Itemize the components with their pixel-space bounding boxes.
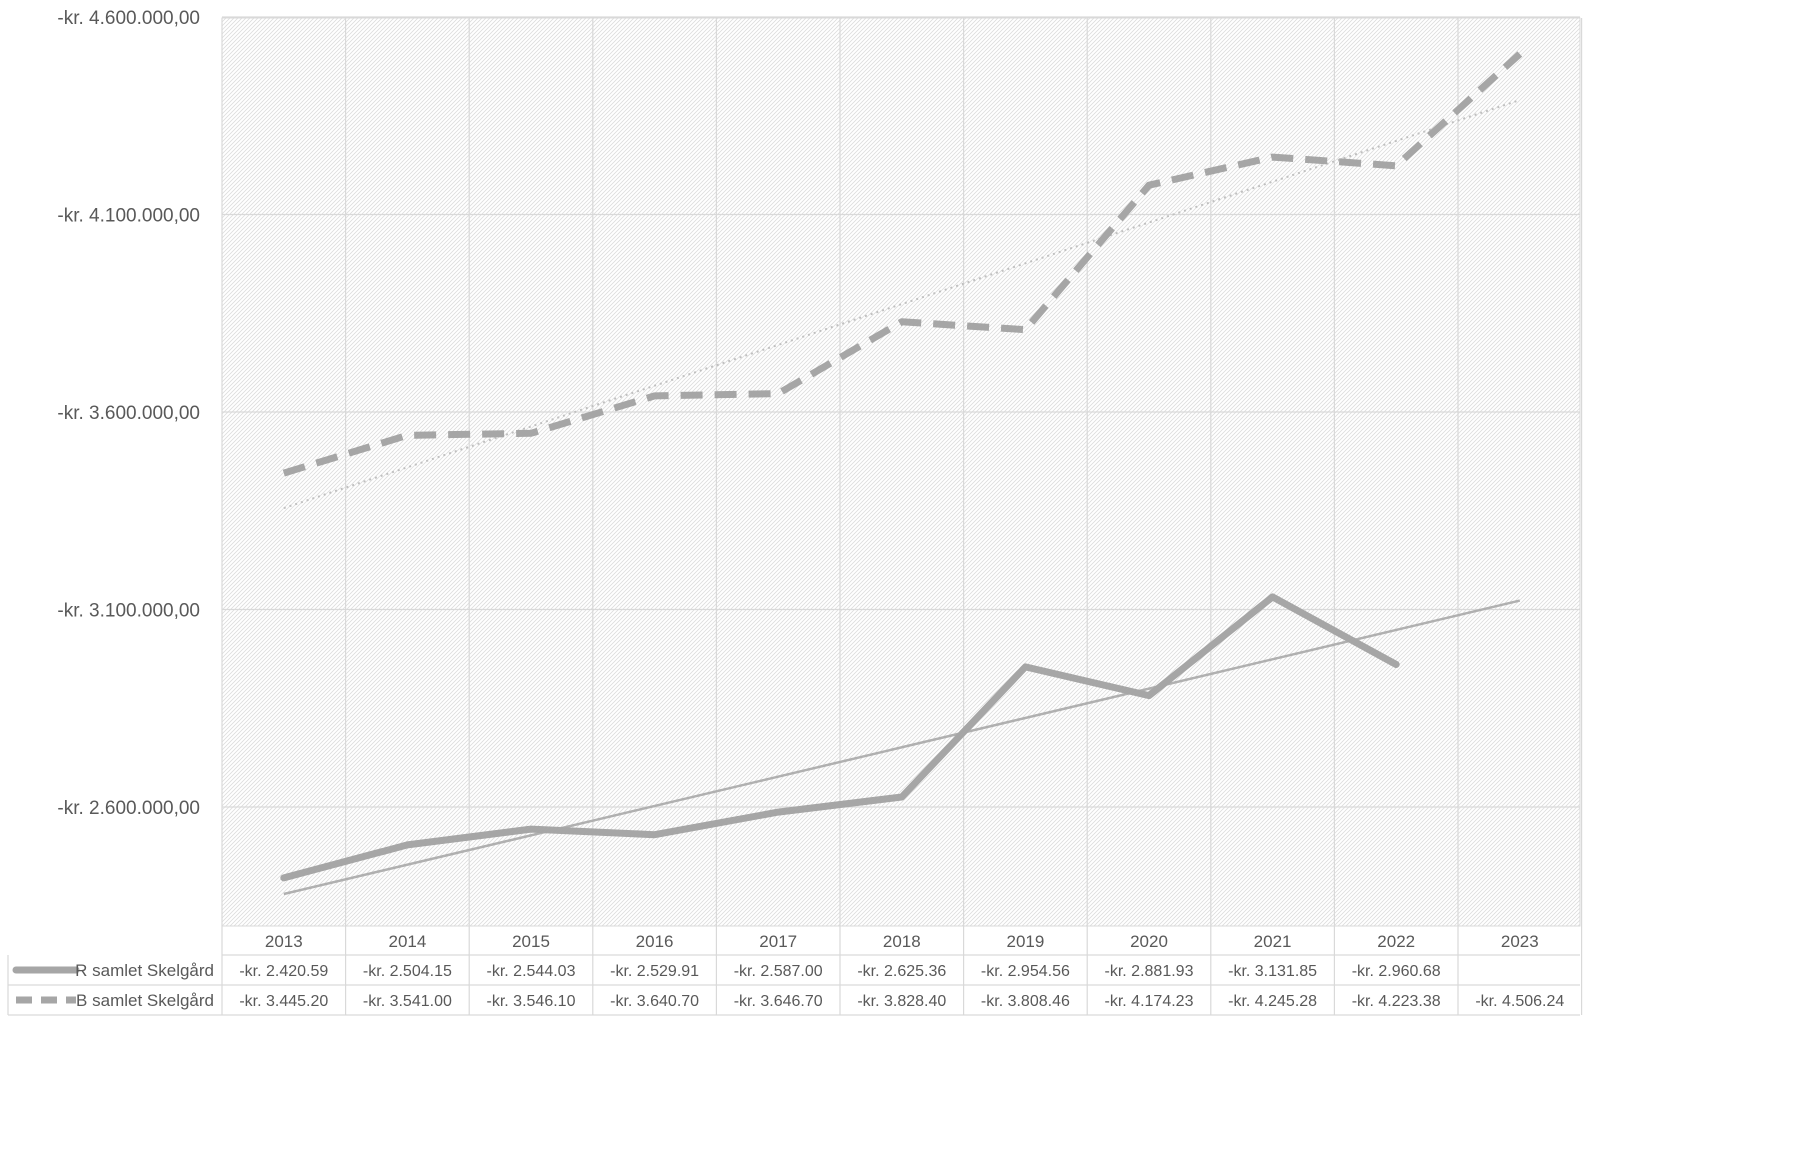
- table-cell-r: -kr. 2.544.03: [487, 963, 576, 980]
- table-cell-b: -kr. 4.223.38: [1352, 993, 1441, 1010]
- table-cell-b: -kr. 3.445.20: [239, 993, 328, 1010]
- x-category-label: 2015: [512, 932, 550, 951]
- table-cell-b: -kr. 3.808.46: [981, 993, 1070, 1010]
- table-cell-r: -kr. 2.960.68: [1352, 963, 1441, 980]
- table-cell-r: -kr. 2.587.00: [734, 963, 823, 980]
- table-cell-b: -kr. 4.174.23: [1105, 993, 1194, 1010]
- table-cell-b: -kr. 4.245.28: [1228, 993, 1317, 1010]
- x-category-label: 2018: [883, 932, 921, 951]
- table-cell-r: -kr. 2.504.15: [363, 963, 452, 980]
- y-tick-label: -kr. 2.600.000,00: [57, 798, 200, 819]
- x-category-label: 2014: [388, 932, 426, 951]
- x-category-label: 2020: [1130, 932, 1168, 951]
- y-tick-label: -kr. 3.600.000,00: [57, 403, 200, 424]
- table-cell-b: -kr. 3.828.40: [857, 993, 946, 1010]
- legend-label-b: B samlet Skelgård: [76, 991, 214, 1010]
- table-cell-b: -kr. 4.506.24: [1475, 993, 1564, 1010]
- y-tick-label: -kr. 3.100.000,00: [57, 601, 200, 622]
- table-cell-r: -kr. 2.529.91: [610, 963, 699, 980]
- y-tick-label: -kr. 4.100.000,00: [57, 206, 200, 227]
- x-category-label: 2023: [1501, 932, 1539, 951]
- x-category-label: 2013: [265, 932, 303, 951]
- table-cell-r: -kr. 2.625.36: [857, 963, 946, 980]
- y-tick-label: -kr. 4.600.000,00: [57, 8, 200, 29]
- table-cell-r: -kr. 2.881.93: [1105, 963, 1194, 980]
- x-category-label: 2022: [1377, 932, 1415, 951]
- x-category-label: 2019: [1006, 932, 1044, 951]
- plot-area: [222, 18, 1580, 926]
- legend-label-r: R samlet Skelgård: [75, 961, 214, 980]
- table-cell-r: -kr. 3.131.85: [1228, 963, 1317, 980]
- x-category-label: 2017: [759, 932, 797, 951]
- table-cell-b: -kr. 3.640.70: [610, 993, 699, 1010]
- table-cell-r: -kr. 2.420.59: [239, 963, 328, 980]
- table-cell-b: -kr. 3.646.70: [734, 993, 823, 1010]
- table-cell-b: -kr. 3.546.10: [487, 993, 576, 1010]
- x-category-label: 2021: [1254, 932, 1292, 951]
- x-category-label: 2016: [636, 932, 674, 951]
- table-cell-r: -kr. 2.954.56: [981, 963, 1070, 980]
- table-cell-b: -kr. 3.541.00: [363, 993, 452, 1010]
